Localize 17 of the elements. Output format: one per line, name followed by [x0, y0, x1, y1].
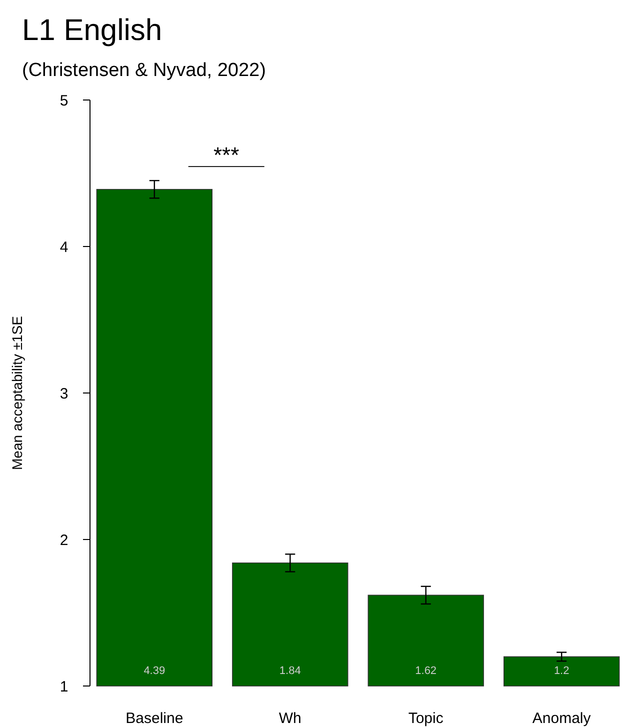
- y-tick-label: 2: [60, 532, 68, 549]
- data-label: 4.39: [144, 665, 166, 677]
- y-axis-title: Mean acceptability ±1SE: [9, 316, 25, 470]
- data-label: 1.84: [279, 665, 301, 677]
- x-tick-label: Anomaly: [532, 710, 592, 727]
- y-tick-label: 5: [60, 92, 68, 110]
- x-tick-label: Baseline: [126, 710, 184, 727]
- annotation: ***: [213, 142, 240, 168]
- chart-subtitle: (Christensen & Nyvad, 2022): [22, 60, 266, 81]
- chart-title: L1 English: [22, 14, 162, 47]
- x-tick-label: Wh: [278, 710, 302, 727]
- y-tick-label: 4: [60, 238, 68, 256]
- y-tick-label: 3: [60, 385, 68, 402]
- x-tick-label: Topic: [408, 710, 444, 727]
- data-label: 1.2: [554, 665, 570, 677]
- y-tick-label: 1: [60, 678, 68, 696]
- data-label: 1.62: [415, 665, 437, 677]
